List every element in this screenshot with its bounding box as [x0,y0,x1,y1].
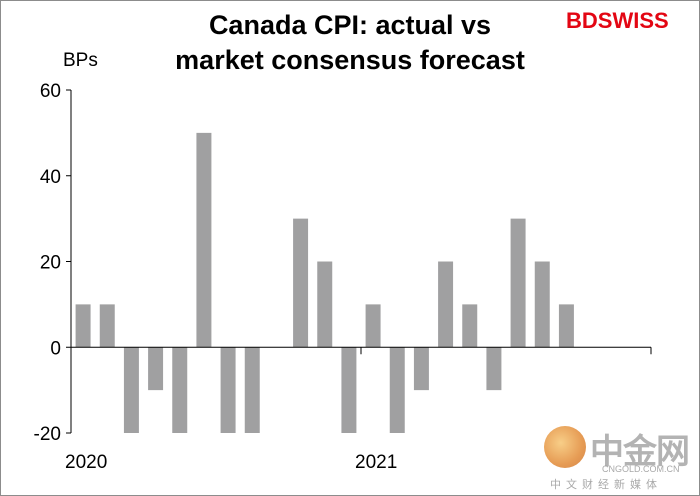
bar-11 [341,347,357,433]
bar-6 [220,347,236,433]
bar-20 [558,304,574,348]
x-year-label-2021: 2021 [355,452,397,473]
bar-2 [123,347,139,433]
bar-15 [438,261,454,348]
y-tick-label-0: 0 [50,338,61,359]
y-tick-label--20: -20 [34,424,61,445]
bar-5 [196,132,212,348]
watermark-domain: CNGOLD.COM.CN [602,464,680,474]
bar-7 [244,347,260,433]
bar-10 [317,261,333,348]
bar-0 [75,304,91,348]
bar-14 [413,347,429,391]
bar-12 [365,304,381,348]
watermark-slogan: 中文财经新媒体 [550,479,662,491]
bar-16 [462,304,478,348]
y-tick-label-20: 20 [40,253,61,274]
y-tick-label-40: 40 [40,167,61,188]
watermark-name: 中金网 [590,433,690,471]
bar-13 [389,347,405,433]
bdswiss-logo: BDSWISS [566,8,669,33]
cngold-logo-icon [544,426,586,468]
bar-9 [293,218,309,348]
bar-1 [99,304,115,348]
chart-title-line-1: Canada CPI: actual vs [208,10,492,40]
bar-18 [510,218,526,348]
chart-title-line-2: market consensus forecast [175,45,525,75]
bar-17 [486,347,502,391]
bar-19 [534,261,550,348]
y-axis-label: BPs [63,50,98,71]
bar-3 [148,347,164,391]
x-year-label-2020: 2020 [65,452,107,473]
bar-4 [172,347,188,433]
cngold-watermark: 中金网 CNGOLD.COM.CN 中文财经新媒体 [540,420,690,491]
y-tick-label-60: 60 [40,81,61,102]
